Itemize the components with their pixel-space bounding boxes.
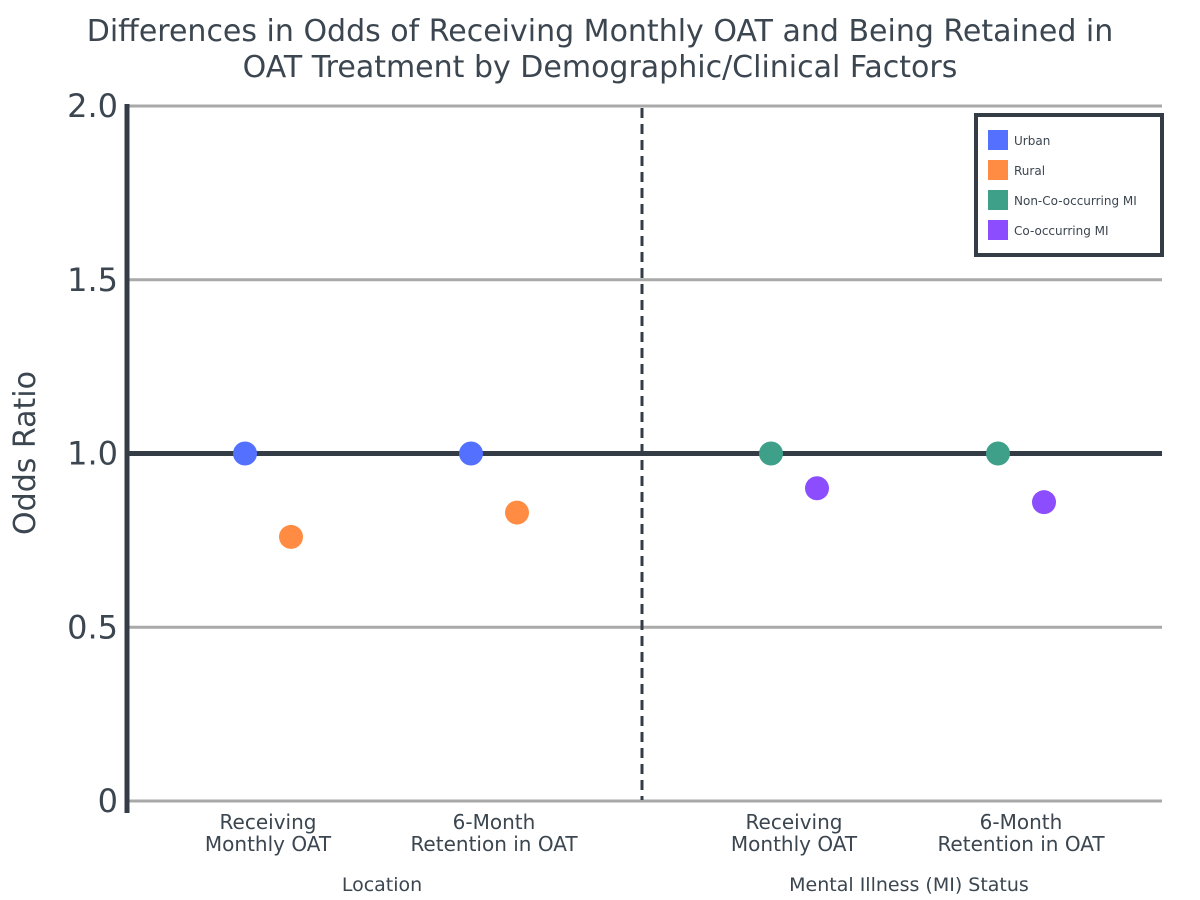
y-tick-label-0: 0 — [98, 782, 118, 820]
category-label-0-0-0: Receiving — [220, 810, 317, 834]
category-label-1-0-0: Receiving — [746, 810, 843, 834]
group-label-1: Mental Illness (MI) Status — [789, 874, 1029, 896]
y-axis-label: Odds Ratio — [8, 371, 43, 535]
category-label-0-1-0: 6-Month — [453, 810, 536, 834]
point-co-occurring-mi-1 — [1032, 490, 1056, 515]
point-urban-1 — [459, 441, 483, 466]
legend-swatch-rural — [988, 160, 1008, 180]
group-label-0: Location — [342, 874, 422, 896]
legend-label-urban: Urban — [1014, 134, 1050, 148]
data-points — [233, 441, 1056, 549]
legend-swatch-co-occurring-mi — [988, 220, 1008, 240]
legend-swatch-non-co-occurring-mi — [988, 190, 1008, 210]
point-non-co-occurring-mi-0 — [759, 441, 783, 466]
category-label-0-0-1: Monthly OAT — [205, 832, 332, 856]
point-rural-0 — [279, 524, 303, 549]
legend-swatch-urban — [988, 130, 1008, 150]
y-tick-label-4: 2.0 — [67, 87, 118, 125]
legend: Urban Rural Non-Co-occurring MI Co-occurrin… — [974, 113, 1164, 257]
chart-title-line-2: OAT Treatment by Demographic/Clinical Fa… — [242, 50, 958, 85]
legend-label-non-co-occurring-mi: Non-Co-occurring MI — [1014, 194, 1137, 208]
point-rural-1 — [505, 500, 529, 525]
legend-label-co-occurring-mi: Co-occurring MI — [1014, 224, 1109, 238]
y-tick-label-2: 1.0 — [67, 435, 118, 473]
chart-title-line-1: Differences in Odds of Receiving Monthly… — [86, 14, 1114, 49]
category-label-1-0-1: Monthly OAT — [731, 832, 858, 856]
point-non-co-occurring-mi-1 — [986, 441, 1010, 466]
point-co-occurring-mi-0 — [805, 476, 829, 501]
category-label-1-1-0: 6-Month — [980, 810, 1063, 834]
point-urban-0 — [233, 441, 257, 466]
y-tick-label-1: 0.5 — [67, 608, 118, 646]
category-label-0-1-1: Retention in OAT — [410, 832, 578, 856]
y-tick-label-3: 1.5 — [67, 261, 118, 299]
axes — [124, 104, 644, 813]
legend-label-rural: Rural — [1014, 164, 1045, 178]
chart-title: Differences in Odds of Receiving Monthly… — [0, 14, 1200, 86]
category-label-1-1-1: Retention in OAT — [937, 832, 1105, 856]
